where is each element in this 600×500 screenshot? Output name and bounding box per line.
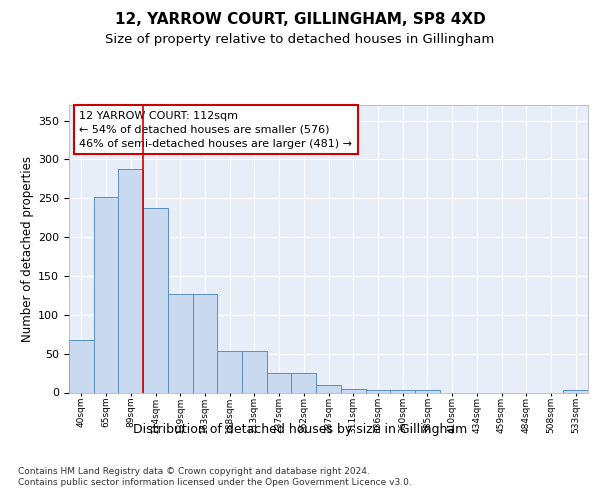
Bar bbox=[168, 294, 193, 392]
Bar bbox=[563, 390, 588, 392]
Bar bbox=[143, 208, 168, 392]
Bar bbox=[217, 352, 242, 393]
Y-axis label: Number of detached properties: Number of detached properties bbox=[21, 156, 34, 342]
Bar bbox=[118, 168, 143, 392]
Text: Contains HM Land Registry data © Crown copyright and database right 2024.
Contai: Contains HM Land Registry data © Crown c… bbox=[18, 468, 412, 487]
Bar bbox=[415, 390, 440, 392]
Bar bbox=[365, 390, 390, 392]
Bar bbox=[69, 340, 94, 392]
Bar bbox=[341, 388, 365, 392]
Bar bbox=[292, 373, 316, 392]
Text: Size of property relative to detached houses in Gillingham: Size of property relative to detached ho… bbox=[106, 32, 494, 46]
Bar bbox=[390, 390, 415, 392]
Bar bbox=[94, 198, 118, 392]
Bar bbox=[242, 352, 267, 393]
Text: Distribution of detached houses by size in Gillingham: Distribution of detached houses by size … bbox=[133, 422, 467, 436]
Text: 12 YARROW COURT: 112sqm
← 54% of detached houses are smaller (576)
46% of semi-d: 12 YARROW COURT: 112sqm ← 54% of detache… bbox=[79, 111, 352, 149]
Bar bbox=[267, 373, 292, 392]
Bar bbox=[193, 294, 217, 392]
Bar bbox=[316, 384, 341, 392]
Text: 12, YARROW COURT, GILLINGHAM, SP8 4XD: 12, YARROW COURT, GILLINGHAM, SP8 4XD bbox=[115, 12, 485, 28]
